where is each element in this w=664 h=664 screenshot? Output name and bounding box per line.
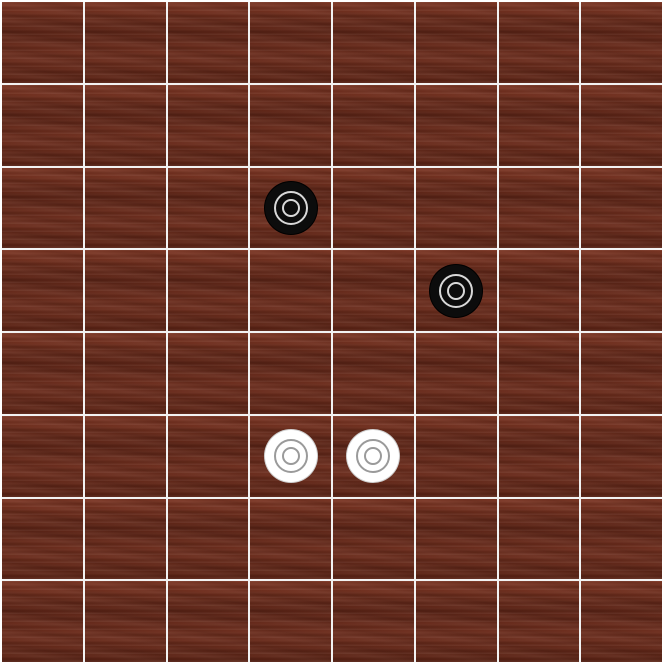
board-cell-r0-c1[interactable]	[84, 2, 166, 83]
board-cell-r2-c7[interactable]	[581, 167, 662, 249]
white-piece[interactable]	[347, 430, 400, 483]
board-cell-r1-c5[interactable]	[415, 84, 497, 166]
black-piece[interactable]	[264, 181, 317, 234]
board-cell-r1-c3[interactable]	[250, 84, 331, 166]
board-cell-r2-c2[interactable]	[167, 167, 249, 249]
board-cell-r4-c7[interactable]	[581, 333, 662, 414]
piece-outer-ring	[356, 439, 391, 474]
board-cell-r2-c1[interactable]	[84, 167, 166, 249]
board-cell-r1-c2[interactable]	[167, 84, 249, 166]
board-cell-r5-c6[interactable]	[498, 415, 580, 497]
board-cell-r0-c2[interactable]	[167, 2, 249, 83]
board-cell-r7-c6[interactable]	[498, 581, 580, 662]
board-cell-r0-c4[interactable]	[333, 2, 414, 83]
piece-outer-ring	[439, 273, 474, 308]
piece-inner-ring	[281, 198, 300, 217]
board-cell-r7-c7[interactable]	[581, 581, 662, 662]
white-piece[interactable]	[264, 430, 317, 483]
board-cell-r6-c5[interactable]	[415, 498, 497, 580]
board-cell-r0-c0[interactable]	[2, 2, 83, 83]
board-cell-r2-c4[interactable]	[333, 167, 414, 249]
board-cell-r5-c3[interactable]	[250, 415, 331, 497]
board-cell-r2-c6[interactable]	[498, 167, 580, 249]
board-cell-r1-c4[interactable]	[333, 84, 414, 166]
board-cell-r1-c0[interactable]	[2, 84, 83, 166]
board-cell-r6-c2[interactable]	[167, 498, 249, 580]
board-cell-r0-c6[interactable]	[498, 2, 580, 83]
board-cell-r3-c1[interactable]	[84, 250, 166, 331]
board-cell-r7-c2[interactable]	[167, 581, 249, 662]
board-cell-r4-c2[interactable]	[167, 333, 249, 414]
board-cell-r5-c5[interactable]	[415, 415, 497, 497]
board-cell-r2-c3[interactable]	[250, 167, 331, 249]
board-cell-r4-c0[interactable]	[2, 333, 83, 414]
board-cell-r6-c6[interactable]	[498, 498, 580, 580]
board-cell-r0-c3[interactable]	[250, 2, 331, 83]
board-cell-r2-c5[interactable]	[415, 167, 497, 249]
board-cell-r5-c4[interactable]	[333, 415, 414, 497]
board-cell-r6-c7[interactable]	[581, 498, 662, 580]
piece-inner-ring	[447, 281, 466, 300]
board-cell-r4-c3[interactable]	[250, 333, 331, 414]
board-cell-r1-c1[interactable]	[84, 84, 166, 166]
board-cell-r6-c3[interactable]	[250, 498, 331, 580]
board-cell-r1-c7[interactable]	[581, 84, 662, 166]
board-cell-r1-c6[interactable]	[498, 84, 580, 166]
board-cell-r7-c5[interactable]	[415, 581, 497, 662]
board-cell-r2-c0[interactable]	[2, 167, 83, 249]
piece-outer-ring	[273, 190, 308, 225]
board-cell-r0-c5[interactable]	[415, 2, 497, 83]
board-cell-r4-c6[interactable]	[498, 333, 580, 414]
board-cell-r4-c5[interactable]	[415, 333, 497, 414]
piece-inner-ring	[281, 447, 300, 466]
board-cell-r3-c5[interactable]	[415, 250, 497, 331]
board-cell-r3-c3[interactable]	[250, 250, 331, 331]
board-cell-r3-c7[interactable]	[581, 250, 662, 331]
board-cell-r6-c4[interactable]	[333, 498, 414, 580]
board-cell-r6-c1[interactable]	[84, 498, 166, 580]
board-cell-r3-c2[interactable]	[167, 250, 249, 331]
board-cell-r5-c1[interactable]	[84, 415, 166, 497]
board-cell-r7-c3[interactable]	[250, 581, 331, 662]
board-cell-r6-c0[interactable]	[2, 498, 83, 580]
piece-inner-ring	[364, 447, 383, 466]
board-cell-r7-c0[interactable]	[2, 581, 83, 662]
board-cell-r5-c7[interactable]	[581, 415, 662, 497]
board-cell-r3-c4[interactable]	[333, 250, 414, 331]
board-cell-r5-c0[interactable]	[2, 415, 83, 497]
board-cell-r5-c2[interactable]	[167, 415, 249, 497]
board-cell-r3-c0[interactable]	[2, 250, 83, 331]
board-cell-r4-c4[interactable]	[333, 333, 414, 414]
board-cell-r7-c4[interactable]	[333, 581, 414, 662]
board-cell-r7-c1[interactable]	[84, 581, 166, 662]
piece-outer-ring	[273, 439, 308, 474]
board-cell-r3-c6[interactable]	[498, 250, 580, 331]
board-cell-r4-c1[interactable]	[84, 333, 166, 414]
board-cell-r0-c7[interactable]	[581, 2, 662, 83]
black-piece[interactable]	[430, 264, 483, 317]
